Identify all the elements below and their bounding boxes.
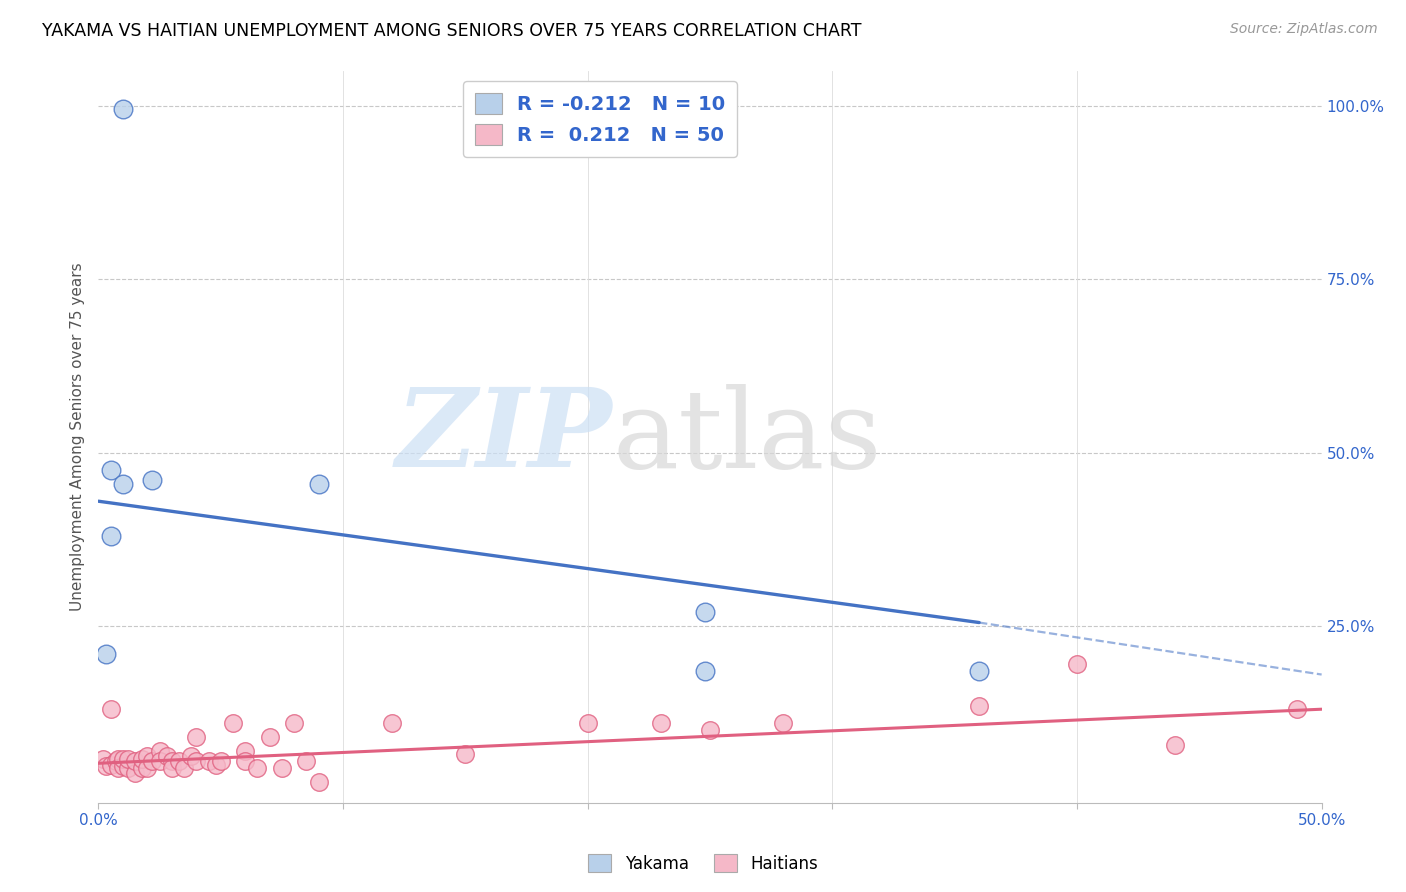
Point: [94, 647, 117, 661]
Point: [308, 476, 330, 491]
Point: [100, 702, 122, 716]
Point: [695, 605, 717, 619]
Point: [131, 761, 153, 775]
Point: [259, 730, 281, 744]
Point: [197, 754, 219, 768]
Point: [156, 749, 179, 764]
Point: [104, 754, 127, 768]
Point: [111, 103, 134, 117]
Point: [222, 716, 245, 731]
Point: [576, 716, 599, 731]
Point: [100, 757, 122, 772]
Point: [283, 716, 305, 731]
Point: [381, 716, 404, 731]
Point: [1286, 702, 1309, 716]
Point: [308, 775, 330, 789]
Point: [111, 759, 134, 773]
Point: [131, 752, 153, 766]
Point: [141, 474, 163, 488]
Point: [270, 761, 294, 775]
Point: [160, 761, 183, 775]
Point: [111, 476, 134, 491]
Point: [91, 752, 114, 766]
Point: [149, 744, 172, 758]
Point: [967, 698, 990, 713]
Point: [141, 754, 163, 768]
Point: [246, 761, 269, 775]
Text: Source: ZipAtlas.com: Source: ZipAtlas.com: [1230, 22, 1378, 37]
Point: [967, 664, 990, 678]
Point: [209, 754, 232, 768]
Point: [94, 759, 117, 773]
Point: [124, 754, 146, 768]
Point: [107, 761, 129, 775]
Point: [695, 664, 717, 678]
Point: [699, 723, 721, 737]
Point: [454, 747, 477, 762]
Text: YAKAMA VS HAITIAN UNEMPLOYMENT AMONG SENIORS OVER 75 YEARS CORRELATION CHART: YAKAMA VS HAITIAN UNEMPLOYMENT AMONG SEN…: [42, 22, 862, 40]
Point: [160, 754, 183, 768]
Point: [650, 716, 672, 731]
Point: [180, 749, 202, 764]
Point: [136, 749, 159, 764]
Point: [117, 761, 139, 775]
Point: [117, 752, 139, 766]
Text: ZIP: ZIP: [395, 384, 612, 491]
Point: [149, 754, 172, 768]
Point: [173, 761, 195, 775]
Legend: Yakama, Haitians: Yakama, Haitians: [581, 847, 825, 880]
Point: [186, 730, 208, 744]
Point: [186, 754, 208, 768]
Y-axis label: Unemployment Among Seniors over 75 years: Unemployment Among Seniors over 75 years: [70, 263, 86, 611]
Point: [111, 752, 134, 766]
Point: [167, 754, 190, 768]
Point: [124, 766, 146, 780]
Point: [772, 716, 794, 731]
Point: [100, 463, 122, 477]
Point: [100, 529, 122, 543]
Point: [136, 761, 159, 775]
Text: atlas: atlas: [612, 384, 882, 491]
Point: [107, 752, 129, 766]
Point: [1164, 738, 1187, 752]
Legend: R = -0.212   N = 10, R =  0.212   N = 50: R = -0.212 N = 10, R = 0.212 N = 50: [463, 81, 737, 156]
Point: [1066, 657, 1088, 672]
Point: [233, 754, 256, 768]
Point: [295, 754, 318, 768]
Point: [205, 757, 228, 772]
Point: [233, 744, 256, 758]
